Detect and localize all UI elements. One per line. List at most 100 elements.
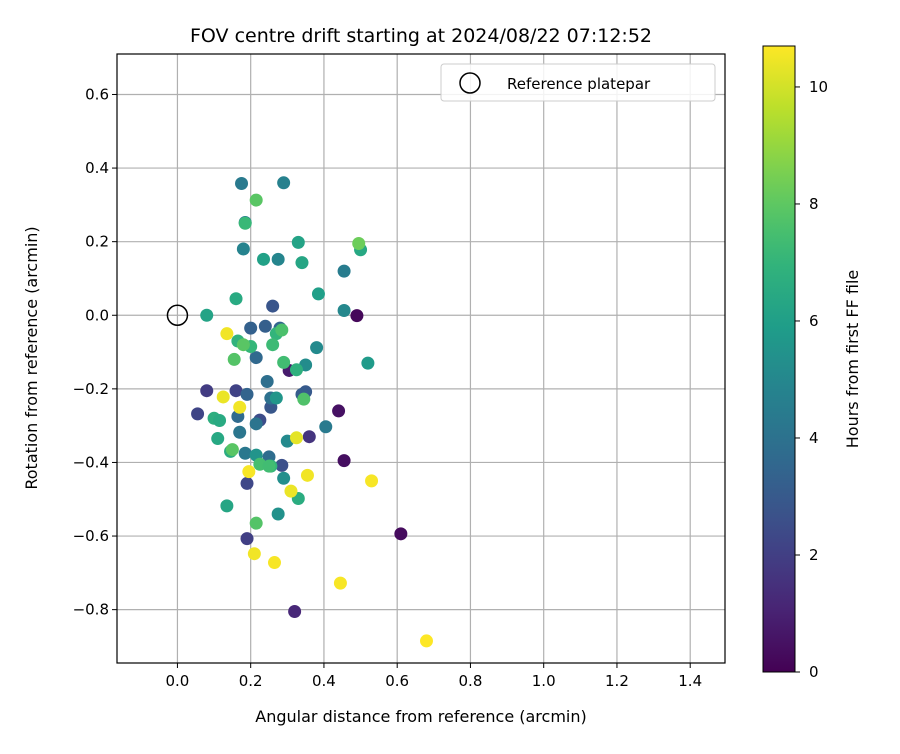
data-point	[229, 384, 243, 398]
data-point	[275, 458, 289, 472]
legend-label: Reference platepar	[507, 75, 651, 93]
colorbar-ticks: 0 2 4 6 8 10	[795, 78, 828, 681]
data-point	[200, 384, 214, 398]
x-tick-label: 0.4	[312, 672, 336, 690]
data-point	[289, 363, 303, 377]
data-point	[267, 556, 281, 570]
data-point	[332, 404, 346, 418]
colorbar-tick-label: 2	[809, 546, 819, 564]
data-point	[244, 321, 258, 335]
data-point	[419, 634, 433, 648]
grid	[117, 54, 725, 663]
data-point	[258, 319, 272, 333]
data-point	[262, 459, 276, 473]
data-point	[361, 356, 375, 370]
data-point	[257, 252, 271, 266]
data-point	[240, 532, 254, 546]
data-point	[297, 392, 311, 406]
data-point	[233, 400, 247, 414]
data-point	[249, 516, 263, 530]
data-point	[249, 351, 263, 365]
data-point	[295, 256, 309, 270]
data-point	[236, 338, 250, 352]
colorbar-tick-label: 10	[809, 78, 828, 96]
data-point	[337, 454, 351, 468]
y-tick-label: −0.6	[73, 527, 109, 545]
colorbar-gradient	[762, 45, 796, 673]
y-tick-label: −0.8	[73, 601, 109, 619]
reference-platepar-marker	[166, 304, 189, 327]
y-axis-ticks: 0.6 0.4 0.2 0.0 −0.2 −0.4 −0.6 −0.8	[73, 85, 117, 619]
y-tick-label: −0.4	[73, 453, 109, 471]
data-point	[236, 242, 250, 256]
data-point	[277, 355, 291, 369]
legend: Reference platepar	[440, 63, 716, 102]
data-point	[277, 176, 291, 190]
data-point	[284, 484, 298, 498]
data-point	[216, 390, 230, 404]
x-axis-ticks: 0.0 0.2 0.4 0.6 0.8 1.0 1.2 1.4	[166, 663, 702, 690]
data-point	[220, 327, 234, 341]
data-points	[191, 176, 433, 648]
x-tick-label: 0.6	[385, 672, 409, 690]
data-point	[249, 193, 263, 207]
colorbar-tick-label: 4	[809, 429, 819, 447]
x-axis-label: Angular distance from reference (arcmin)	[255, 707, 586, 726]
x-tick-label: 1.0	[532, 672, 556, 690]
data-point	[333, 576, 347, 590]
y-tick-label: 0.0	[85, 306, 109, 324]
plot-frame	[116, 53, 726, 664]
y-axis-label: Rotation from reference (arcmin)	[22, 226, 41, 489]
data-point	[235, 177, 249, 191]
data-point	[233, 425, 247, 439]
colorbar-tick-label: 6	[809, 312, 819, 330]
data-point	[200, 308, 214, 322]
colorbar-tick-label: 0	[809, 663, 819, 681]
legend-box	[440, 63, 716, 102]
data-point	[394, 527, 408, 541]
y-tick-label: 0.4	[85, 159, 109, 177]
data-point	[319, 420, 333, 434]
data-point	[291, 235, 305, 249]
data-point	[300, 468, 314, 482]
data-point	[249, 417, 263, 431]
data-point	[289, 431, 303, 445]
data-point	[225, 443, 239, 457]
data-point	[275, 323, 289, 337]
data-point	[288, 604, 302, 618]
colorbar-tick-label: 8	[809, 195, 819, 213]
data-point	[227, 352, 241, 366]
y-tick-label: 0.2	[85, 233, 109, 251]
chart-title: FOV centre drift starting at 2024/08/22 …	[190, 25, 652, 47]
data-point	[220, 499, 234, 513]
data-point	[277, 471, 291, 485]
data-point	[310, 341, 324, 355]
data-point	[191, 407, 205, 421]
data-point	[240, 387, 254, 401]
data-point	[240, 476, 254, 490]
data-point	[266, 299, 280, 313]
data-point	[242, 465, 256, 479]
data-point	[238, 216, 252, 230]
data-point	[213, 414, 227, 428]
data-point	[271, 507, 285, 521]
data-point	[311, 287, 325, 301]
x-tick-label: 0.2	[239, 672, 263, 690]
colorbar: 0 2 4 6 8 10 Hours from first FF file	[762, 45, 862, 681]
y-tick-label: −0.2	[73, 380, 109, 398]
colorbar-label: Hours from first FF file	[843, 270, 862, 449]
data-point	[247, 547, 261, 561]
data-point	[269, 391, 283, 405]
data-point	[337, 264, 351, 278]
x-tick-label: 1.2	[605, 672, 629, 690]
data-point	[302, 430, 316, 444]
data-point	[337, 303, 351, 317]
data-point	[211, 432, 225, 446]
legend-hollow-circle-icon	[459, 72, 481, 94]
x-tick-label: 1.4	[678, 672, 702, 690]
data-point	[260, 374, 274, 388]
data-point	[365, 474, 379, 488]
